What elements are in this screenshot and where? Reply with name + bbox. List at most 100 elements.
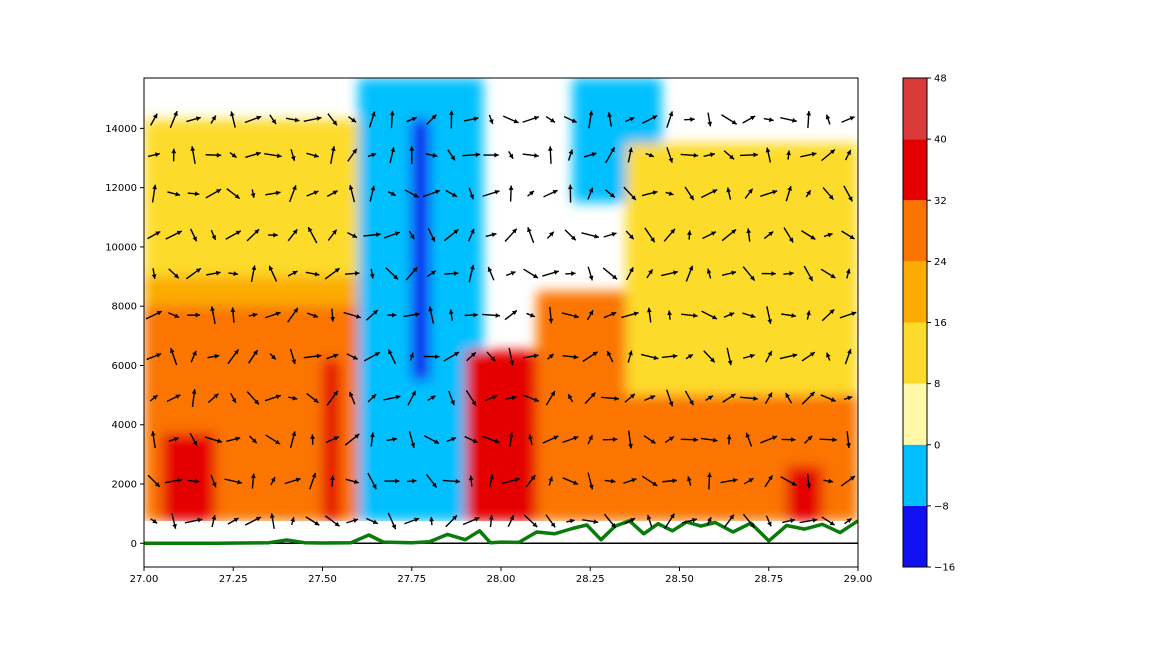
wind-vector: [542, 270, 559, 277]
wind-vector: [705, 395, 714, 402]
wind-vector: [820, 394, 836, 402]
wind-vector: [667, 310, 672, 320]
wind-vector-head: [693, 313, 698, 318]
wind-vector: [502, 115, 519, 124]
wind-vector: [406, 116, 418, 123]
wind-vector-head: [470, 228, 475, 234]
wind-vector: [287, 307, 299, 323]
wind-vector: [601, 396, 620, 401]
wind-vector-head: [530, 475, 536, 481]
wind-vector-head: [509, 515, 514, 521]
wind-vector: [523, 268, 539, 279]
wind-vector-head: [210, 306, 215, 312]
wind-vector-head: [255, 516, 261, 522]
wind-vector-head: [768, 117, 774, 122]
wind-vector-head: [614, 396, 620, 401]
wind-vector-head: [352, 233, 358, 238]
wind-vector: [228, 271, 239, 277]
wind-vector-head: [514, 477, 520, 483]
wind-vector: [445, 189, 458, 198]
wind-vector: [409, 352, 414, 361]
wind-vector-head: [686, 476, 692, 482]
wind-vector: [707, 472, 712, 490]
wind-vector-head: [753, 396, 758, 401]
wind-vector-head: [846, 518, 852, 523]
wind-vector: [664, 513, 675, 529]
wind-vector-head: [472, 438, 478, 443]
wind-vector-head: [771, 271, 776, 277]
field-region-12: [625, 143, 858, 396]
wind-vector-head: [354, 433, 360, 439]
wind-vector: [564, 229, 577, 241]
wind-vector-head: [786, 150, 791, 156]
wind-vector-head: [689, 400, 694, 406]
wind-vector: [681, 517, 698, 524]
wind-vector-head: [233, 349, 239, 355]
wind-vector-head: [197, 517, 203, 523]
wind-vector-head: [532, 273, 538, 279]
wind-vector: [407, 478, 417, 484]
wind-vector-head: [494, 152, 499, 158]
wind-vector-head: [628, 147, 633, 153]
wind-vector-head: [550, 391, 555, 397]
wind-vector: [151, 268, 157, 280]
wind-vector: [606, 350, 614, 363]
wind-vector: [765, 515, 772, 527]
wind-vector-head: [767, 319, 773, 324]
wind-vector-head: [611, 522, 616, 528]
wind-vector-head: [792, 118, 797, 123]
wind-vector-head: [216, 152, 222, 158]
wind-vector-head: [527, 227, 532, 233]
wind-vector-head: [235, 230, 241, 236]
wind-vector: [268, 265, 278, 282]
wind-vector-head: [709, 357, 715, 363]
wind-vector: [522, 394, 540, 402]
wind-vector: [324, 267, 341, 280]
wind-vector: [641, 475, 658, 487]
wind-vector: [547, 146, 553, 164]
wind-vector-head: [532, 522, 538, 528]
wind-vector: [528, 434, 533, 445]
wind-vector-head: [194, 191, 200, 197]
wind-vector-head: [593, 519, 599, 525]
wind-vector-head: [588, 484, 594, 490]
wind-vector-head: [707, 472, 712, 478]
wind-vector-head: [509, 360, 515, 366]
wind-vector: [484, 394, 498, 402]
wind-vector-head: [673, 270, 678, 276]
wind-vector-head: [825, 114, 831, 120]
wind-vector: [268, 232, 278, 238]
wind-vector-head: [792, 353, 798, 358]
wind-vector: [587, 434, 594, 445]
wind-vector: [723, 312, 735, 318]
wind-vector-head: [628, 443, 633, 449]
wind-vector-head: [789, 271, 794, 276]
wind-vector-head: [732, 477, 738, 483]
wind-vector: [545, 115, 556, 124]
wind-vector: [843, 185, 853, 202]
wind-vector-head: [430, 395, 436, 401]
wind-vector-head: [252, 312, 258, 318]
wind-vector: [389, 110, 395, 129]
wind-vector-head: [712, 437, 718, 443]
wind-vector-head: [154, 152, 160, 157]
wind-vector: [765, 350, 773, 363]
wind-vector-head: [217, 438, 223, 444]
colorbar-tick-label: 24: [934, 257, 947, 268]
wind-vector: [387, 349, 397, 365]
wind-vector: [584, 392, 596, 405]
wind-vector-head: [269, 513, 275, 519]
wind-vector-head: [710, 231, 716, 236]
x-tick-label: 28.00: [487, 574, 516, 585]
wind-vector: [290, 149, 296, 161]
wind-vector-head: [352, 148, 357, 154]
wind-vector: [226, 188, 241, 200]
wind-vector: [565, 271, 576, 276]
wind-vector: [548, 306, 554, 324]
wind-vector-head: [291, 431, 297, 437]
wind-vector: [167, 191, 181, 197]
wind-vector-head: [389, 110, 395, 116]
wind-vector: [442, 478, 461, 484]
wind-vector-head: [508, 432, 514, 438]
wind-vector-head: [745, 432, 751, 438]
